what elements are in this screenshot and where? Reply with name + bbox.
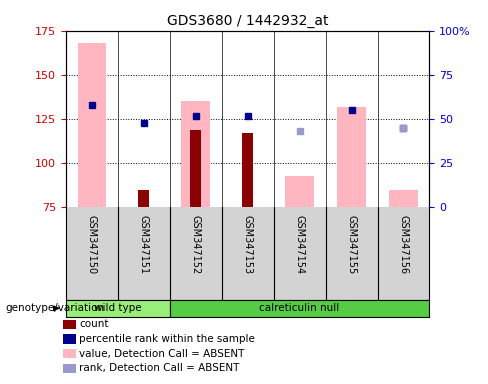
Text: GSM347152: GSM347152 [191,215,201,274]
Title: GDS3680 / 1442932_at: GDS3680 / 1442932_at [167,14,328,28]
Text: GSM347156: GSM347156 [399,215,408,274]
Text: GSM347150: GSM347150 [87,215,97,274]
Text: GSM347151: GSM347151 [139,215,149,274]
Bar [337,107,366,207]
Text: rank, Detection Call = ABSENT: rank, Detection Call = ABSENT [79,363,240,373]
Text: GSM347153: GSM347153 [243,215,253,274]
Text: percentile rank within the sample: percentile rank within the sample [79,334,255,344]
Bar [182,101,210,207]
Text: genotype/variation: genotype/variation [5,303,104,313]
Text: calreticulin null: calreticulin null [260,303,340,313]
Bar [138,190,149,207]
Bar [190,130,202,207]
Bar [389,190,418,207]
Bar [66,300,170,317]
Text: wild type: wild type [94,303,142,313]
Text: value, Detection Call = ABSENT: value, Detection Call = ABSENT [79,349,244,359]
Bar [170,300,429,317]
Bar [78,43,106,207]
Bar [285,175,314,207]
Text: GSM347154: GSM347154 [295,215,305,274]
Text: GSM347155: GSM347155 [346,215,357,274]
Text: count: count [79,319,108,329]
Bar [242,133,253,207]
